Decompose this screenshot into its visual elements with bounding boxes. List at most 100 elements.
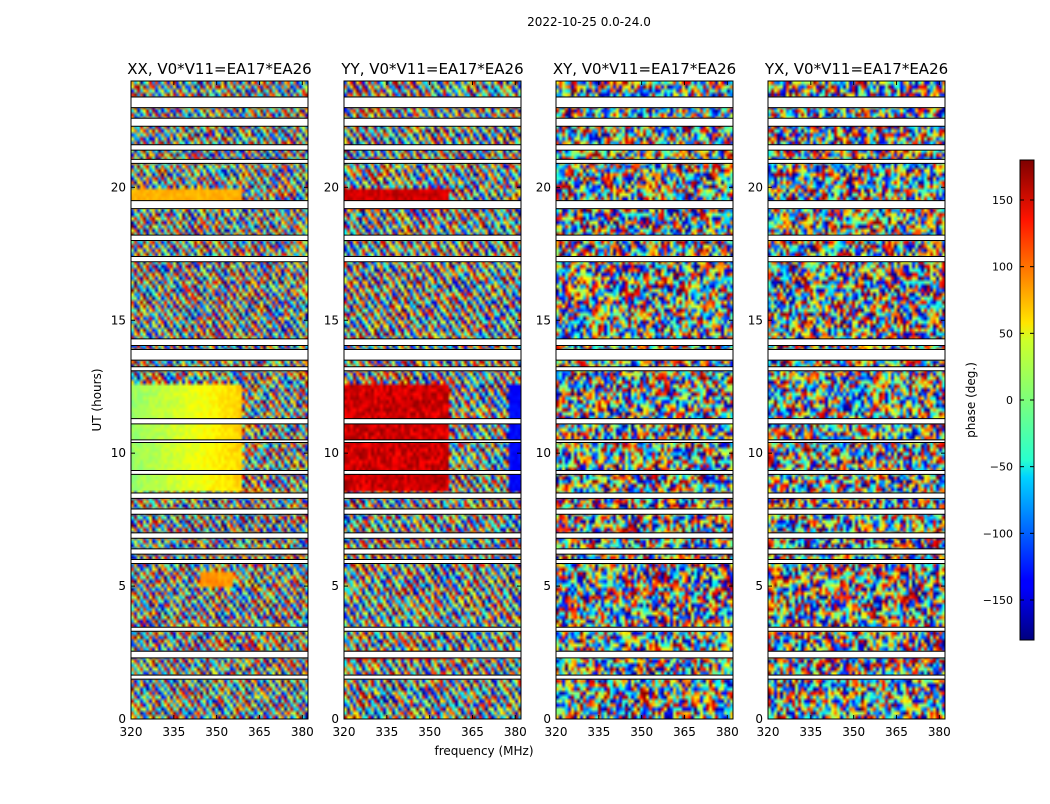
colorbar-tick-label: −50	[990, 461, 1013, 474]
flagged-band	[344, 651, 521, 658]
suptitle: 2022-10-25 0.0-24.0	[527, 15, 651, 29]
flagged-band	[556, 235, 733, 241]
flagged-band	[131, 118, 308, 127]
x-tick-label: 320	[120, 725, 143, 739]
x-tick-label: 350	[630, 725, 653, 739]
flagged-band	[556, 418, 733, 424]
flagged-band	[131, 508, 308, 515]
phase-heatmap	[131, 81, 308, 719]
flagged-band	[556, 675, 733, 680]
flagged-band	[768, 439, 945, 443]
flagged-band	[556, 366, 733, 371]
flagged-band	[131, 559, 308, 564]
x-tick-label: 320	[333, 725, 356, 739]
x-tick-label: 365	[885, 725, 908, 739]
x-tick-label: 335	[162, 725, 185, 739]
flagged-band	[556, 439, 733, 443]
x-tick-label: 365	[248, 725, 271, 739]
flagged-band	[556, 548, 733, 555]
flagged-band	[344, 118, 521, 127]
x-tick-label: 380	[928, 725, 951, 739]
flagged-band	[131, 159, 308, 164]
flagged-band	[344, 235, 521, 241]
flagged-band	[131, 493, 308, 499]
plot-frame	[343, 80, 522, 720]
colorbar-label: phase (deg.)	[964, 362, 978, 438]
y-tick-label: 15	[748, 313, 763, 327]
y-tick-label: 20	[536, 180, 551, 194]
panel-2: YY, V0*V11=EA17*EA26 320 335 350 365 380 0 5 10 1…	[324, 60, 527, 739]
flagged-band	[131, 439, 308, 443]
x-tick-label: 380	[291, 725, 314, 739]
flagged-band	[556, 118, 733, 127]
flagged-band	[344, 493, 521, 499]
y-tick-label: 20	[324, 180, 339, 194]
flagged-band	[344, 256, 521, 262]
flagged-band	[768, 493, 945, 499]
x-tick-label: 335	[587, 725, 610, 739]
y-tick-label: 0	[755, 712, 763, 726]
colorbar-tick-label: 50	[999, 327, 1013, 340]
x-tick-label: 350	[205, 725, 228, 739]
y-axis-label: UT (hours)	[90, 368, 104, 431]
y-tick-label: 5	[118, 579, 126, 593]
x-tick-label: 350	[842, 725, 865, 739]
y-tick-label: 15	[111, 313, 126, 327]
flagged-band	[131, 651, 308, 658]
flagged-band	[344, 349, 521, 361]
x-tick-label: 320	[757, 725, 780, 739]
flagged-band	[768, 651, 945, 658]
flagged-band	[768, 159, 945, 164]
plot-frame	[130, 80, 309, 720]
flagged-band	[768, 532, 945, 539]
flagged-band	[768, 200, 945, 209]
flagged-band	[768, 118, 945, 127]
y-tick-label: 20	[111, 180, 126, 194]
flagged-band	[131, 627, 308, 632]
x-tick-label: 335	[375, 725, 398, 739]
flagged-band	[344, 627, 521, 632]
flagged-band	[131, 470, 308, 475]
flagged-band	[131, 532, 308, 539]
flagged-band	[131, 338, 308, 346]
flagged-band	[556, 627, 733, 632]
flagged-band	[344, 159, 521, 164]
flagged-band	[344, 470, 521, 475]
x-tick-label: 380	[504, 725, 527, 739]
colorbar-tick-label: −100	[983, 527, 1013, 540]
flagged-band	[768, 627, 945, 632]
y-tick-label: 10	[111, 446, 126, 460]
phase-heatmap	[556, 81, 733, 719]
flagged-band	[556, 532, 733, 539]
y-tick-label: 10	[324, 446, 339, 460]
colorbar-tick-label: −150	[983, 594, 1013, 607]
flagged-band	[556, 96, 733, 108]
x-tick-label: 380	[716, 725, 739, 739]
panel-title: YX, V0*V11=EA17*EA26	[764, 60, 948, 78]
flagged-band	[344, 532, 521, 539]
flagged-band	[344, 508, 521, 515]
panel-title: XY, V0*V11=EA17*EA26	[553, 60, 736, 78]
flagged-band	[556, 159, 733, 164]
y-tick-label: 0	[543, 712, 551, 726]
panel-title: XX, V0*V11=EA17*EA26	[127, 60, 311, 78]
flagged-band	[768, 96, 945, 108]
colorbar-tick-label: 100	[992, 261, 1013, 274]
plot-frame	[555, 80, 734, 720]
flagged-band	[768, 559, 945, 564]
flagged-band	[556, 508, 733, 515]
y-tick-label: 10	[536, 446, 551, 460]
panel-1: XX, V0*V11=EA17*EA26 320 335 350 365 380 0 5 10 1…	[111, 60, 314, 739]
flagged-band	[768, 508, 945, 515]
phase-heatmap	[768, 81, 945, 719]
x-tick-label: 335	[799, 725, 822, 739]
flagged-band	[344, 144, 521, 151]
flagged-band	[344, 548, 521, 555]
panels-group: XX, V0*V11=EA17*EA26 320 335 350 365 380 0 5 10 1…	[111, 60, 951, 739]
y-tick-label: 5	[543, 579, 551, 593]
flagged-band	[344, 418, 521, 424]
flagged-band	[344, 338, 521, 346]
y-tick-label: 0	[118, 712, 126, 726]
